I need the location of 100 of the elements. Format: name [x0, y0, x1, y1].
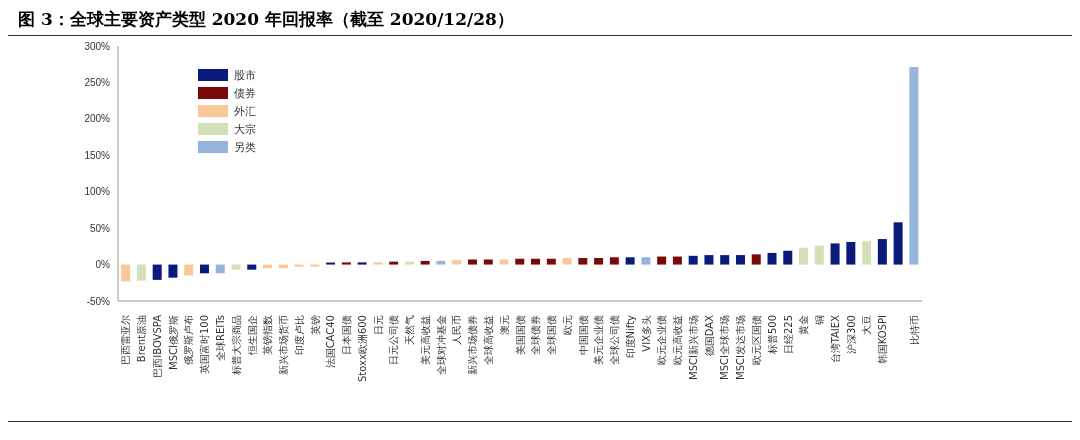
bar: [357, 262, 367, 265]
bar: [783, 250, 793, 265]
bar: [199, 264, 209, 274]
x-tick-label: MSCI全球市场: [719, 315, 731, 380]
bar: [672, 256, 682, 265]
bar: [404, 261, 414, 265]
x-tick-label: 法国CAC40: [325, 315, 337, 369]
x-tick-label: 沪深300: [845, 315, 857, 355]
legend-label: 大宗: [234, 121, 256, 137]
bar: [546, 258, 556, 265]
x-tick-label: 天然气: [404, 315, 416, 345]
bar: [215, 264, 225, 274]
bar: [310, 264, 320, 267]
x-tick-label: 全球对冲基金: [435, 315, 447, 375]
bar: [877, 239, 887, 265]
bar: [657, 256, 667, 265]
x-tick-label: 大豆: [861, 315, 873, 335]
legend-label: 债券: [234, 85, 256, 101]
bar: [341, 262, 351, 265]
bar: [121, 264, 131, 282]
x-tick-label: 英国富时100: [199, 315, 211, 375]
bar: [578, 258, 588, 265]
legend-label: 另类: [234, 139, 256, 155]
bar: [893, 222, 903, 265]
x-tick-label: 印度卢比: [293, 315, 305, 355]
bar: [909, 67, 919, 265]
x-tick-label: 全球REITs: [214, 315, 226, 361]
x-tick-label: MSCI俄罗斯: [167, 315, 179, 370]
y-tick-label: 0%: [95, 259, 111, 271]
y-tick-label: 50%: [89, 222, 111, 234]
x-tick-label: 新兴市场债券: [467, 315, 479, 375]
bar: [452, 260, 462, 265]
bar: [594, 258, 604, 265]
x-tick-label: 人民币: [451, 315, 463, 345]
bar: [609, 257, 619, 265]
x-tick-label: 铜: [814, 315, 826, 326]
x-tick-label: 日元: [372, 315, 384, 335]
bar: [735, 255, 745, 265]
bar: [814, 245, 824, 265]
bar: [531, 258, 541, 265]
bar: [767, 252, 777, 265]
bar: [136, 264, 146, 281]
bar: [152, 264, 162, 280]
x-tick-label: 欧元高收益: [672, 315, 684, 365]
x-tick-label: 中国国债: [577, 315, 589, 355]
x-tick-label: 巴西IBOVSPA: [151, 314, 163, 378]
x-tick-label: 美国国债: [514, 315, 526, 355]
x-tick-label: 印度Nifty: [624, 314, 636, 359]
x-tick-label: 台湾TAIEX: [829, 314, 841, 364]
x-tick-label: 欧元企业债: [656, 315, 668, 365]
bar: [799, 247, 809, 265]
x-tick-label: VIX多头: [640, 315, 652, 352]
x-tick-label: 全球债券: [530, 315, 542, 355]
x-tick-label: 全球公司债: [609, 315, 621, 365]
y-tick-label: 200%: [84, 113, 111, 125]
bar: [247, 264, 257, 270]
x-tick-label: 美元企业债: [593, 315, 605, 365]
chart-title: 图 3：全球主要资产类型 2020 年回报率（截至 2020/12/28）: [8, 8, 1072, 36]
bar: [326, 262, 336, 265]
x-tick-label: 日元公司债: [388, 315, 400, 365]
x-tick-label: 标普大宗商品: [230, 315, 242, 376]
x-tick-label: 英镑指数: [262, 315, 274, 355]
legend-label: 股市: [234, 67, 256, 83]
x-tick-label: 澳元: [498, 315, 510, 335]
x-tick-label: 德国DAX: [703, 314, 715, 357]
x-tick-label: 巴西雷亚尔: [120, 315, 132, 365]
bar: [830, 243, 840, 265]
x-tick-label: 欧元区国债: [750, 315, 762, 365]
x-tick-label: 黄金: [798, 315, 810, 335]
x-tick-label: 英镑: [309, 315, 321, 335]
y-tick-label: 300%: [84, 40, 111, 52]
bar: [751, 254, 761, 265]
y-tick-label: 250%: [84, 76, 111, 88]
y-tick-label: 100%: [84, 186, 111, 198]
x-tick-label: 欧元: [561, 315, 573, 335]
x-tick-label: 美元高收益: [419, 315, 431, 365]
bar: [294, 264, 304, 267]
bar: [420, 260, 430, 265]
legend-label: 外汇: [234, 103, 256, 119]
bar: [436, 260, 446, 265]
bar: [862, 241, 872, 265]
bar: [483, 259, 493, 265]
bar: [720, 255, 730, 265]
x-tick-label: 比特币: [908, 315, 920, 345]
x-tick-label: 日本国债: [341, 315, 353, 355]
x-tick-label: 全球高收益: [482, 315, 494, 365]
bar: [373, 262, 383, 265]
x-tick-label: Stoxx欧洲600: [356, 315, 368, 383]
bar: [625, 257, 635, 265]
bar: [467, 259, 477, 265]
x-tick-label: MSCI发达市场: [735, 315, 747, 380]
y-tick-label: 150%: [84, 149, 111, 161]
bar: [231, 264, 241, 270]
x-tick-label: 日经225: [782, 315, 794, 355]
x-tick-label: 俄罗斯卢布: [183, 315, 195, 365]
bar: [184, 264, 194, 276]
bar: [562, 258, 572, 265]
x-tick-label: 标普500: [766, 315, 778, 356]
y-tick-label: -50%: [86, 295, 111, 307]
x-tick-label: Brent原油: [136, 315, 148, 363]
